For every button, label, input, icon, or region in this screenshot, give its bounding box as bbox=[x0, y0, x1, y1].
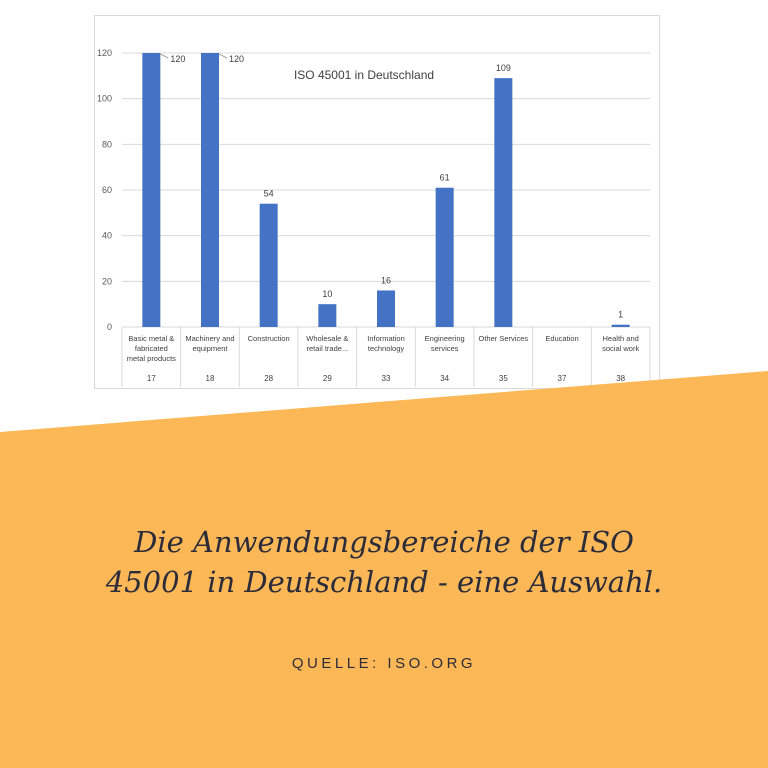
category-label-line: metal products bbox=[127, 354, 176, 363]
data-label: 109 bbox=[496, 63, 511, 73]
category-label: Basic metal & fabricated metal products bbox=[127, 334, 176, 363]
category-label-line: Machinery and bbox=[185, 334, 234, 343]
bar bbox=[142, 53, 161, 327]
category-label-line: social work bbox=[602, 344, 639, 353]
caption-line-2: 45001 in Deutschland - eine Auswahl. bbox=[105, 565, 663, 599]
category-code: 33 bbox=[382, 374, 391, 383]
data-label: 120 bbox=[170, 54, 185, 64]
y-tick-label: 20 bbox=[102, 276, 112, 286]
category-code: 38 bbox=[616, 374, 625, 383]
category-label-line: Information bbox=[367, 334, 405, 343]
data-label: 16 bbox=[381, 275, 391, 285]
chart-title: ISO 45001 in Deutschland bbox=[294, 68, 434, 82]
category-label: Information technology bbox=[367, 334, 405, 353]
category-label-line: Health and bbox=[603, 334, 639, 343]
category-label-line: Other Services bbox=[479, 334, 529, 343]
y-tick-label: 40 bbox=[102, 231, 112, 241]
category-label-line: equipment bbox=[192, 344, 228, 353]
category-label: Engineering services bbox=[425, 334, 465, 353]
category-label: Construction bbox=[248, 334, 290, 343]
category-label-line: Engineering bbox=[425, 334, 465, 343]
y-tick-label: 100 bbox=[97, 94, 112, 104]
category-code: 17 bbox=[147, 374, 156, 383]
y-tick-label: 0 bbox=[107, 322, 112, 332]
bar-chart: 0 20 40 60 80 100 120 ISO 45001 in Deutschland 1… bbox=[97, 48, 651, 387]
category-code: 37 bbox=[558, 374, 567, 383]
category-label-line: retail trade... bbox=[306, 344, 348, 353]
data-label: 10 bbox=[322, 289, 332, 299]
bar bbox=[435, 187, 454, 327]
bar bbox=[259, 203, 278, 327]
category-label: Other Services bbox=[479, 334, 529, 343]
category-code: 29 bbox=[323, 374, 332, 383]
category-label-line: technology bbox=[368, 344, 405, 353]
y-tick-label: 120 bbox=[97, 48, 112, 58]
category-label-line: fabricated bbox=[135, 344, 168, 353]
category-code: 28 bbox=[264, 374, 273, 383]
data-label: 120 bbox=[229, 54, 244, 64]
category-label: Education bbox=[545, 334, 578, 343]
category-code: 34 bbox=[440, 374, 449, 383]
category-label: Wholesale & retail trade... bbox=[306, 334, 348, 353]
data-label-leader bbox=[218, 53, 228, 59]
y-tick-label: 60 bbox=[102, 185, 112, 195]
category-label-line: services bbox=[431, 344, 459, 353]
bar bbox=[611, 324, 630, 327]
category-label-line: Basic metal & bbox=[128, 334, 174, 343]
category-code: 18 bbox=[206, 374, 215, 383]
source-label: QUELLE: ISO.ORG bbox=[291, 655, 477, 672]
data-label: 54 bbox=[264, 189, 274, 199]
bar bbox=[494, 78, 513, 327]
y-tick-label: 80 bbox=[102, 139, 112, 149]
data-label: 1 bbox=[618, 310, 623, 320]
category-label-line: Construction bbox=[248, 334, 290, 343]
data-label: 61 bbox=[440, 173, 450, 183]
bar bbox=[377, 290, 395, 327]
caption: Die Anwendungsbereiche der ISO 45001 in … bbox=[60, 522, 708, 602]
category-label: Health and social work bbox=[602, 334, 639, 353]
bar bbox=[318, 304, 337, 327]
category-label-line: Education bbox=[545, 334, 578, 343]
data-label-leader bbox=[160, 53, 169, 59]
category-label: Machinery and equipment bbox=[185, 334, 234, 353]
bar bbox=[201, 53, 219, 327]
category-label-line: Wholesale & bbox=[306, 334, 348, 343]
caption-line-1: Die Anwendungsbereiche der ISO bbox=[134, 525, 634, 559]
category-code: 35 bbox=[499, 374, 508, 383]
